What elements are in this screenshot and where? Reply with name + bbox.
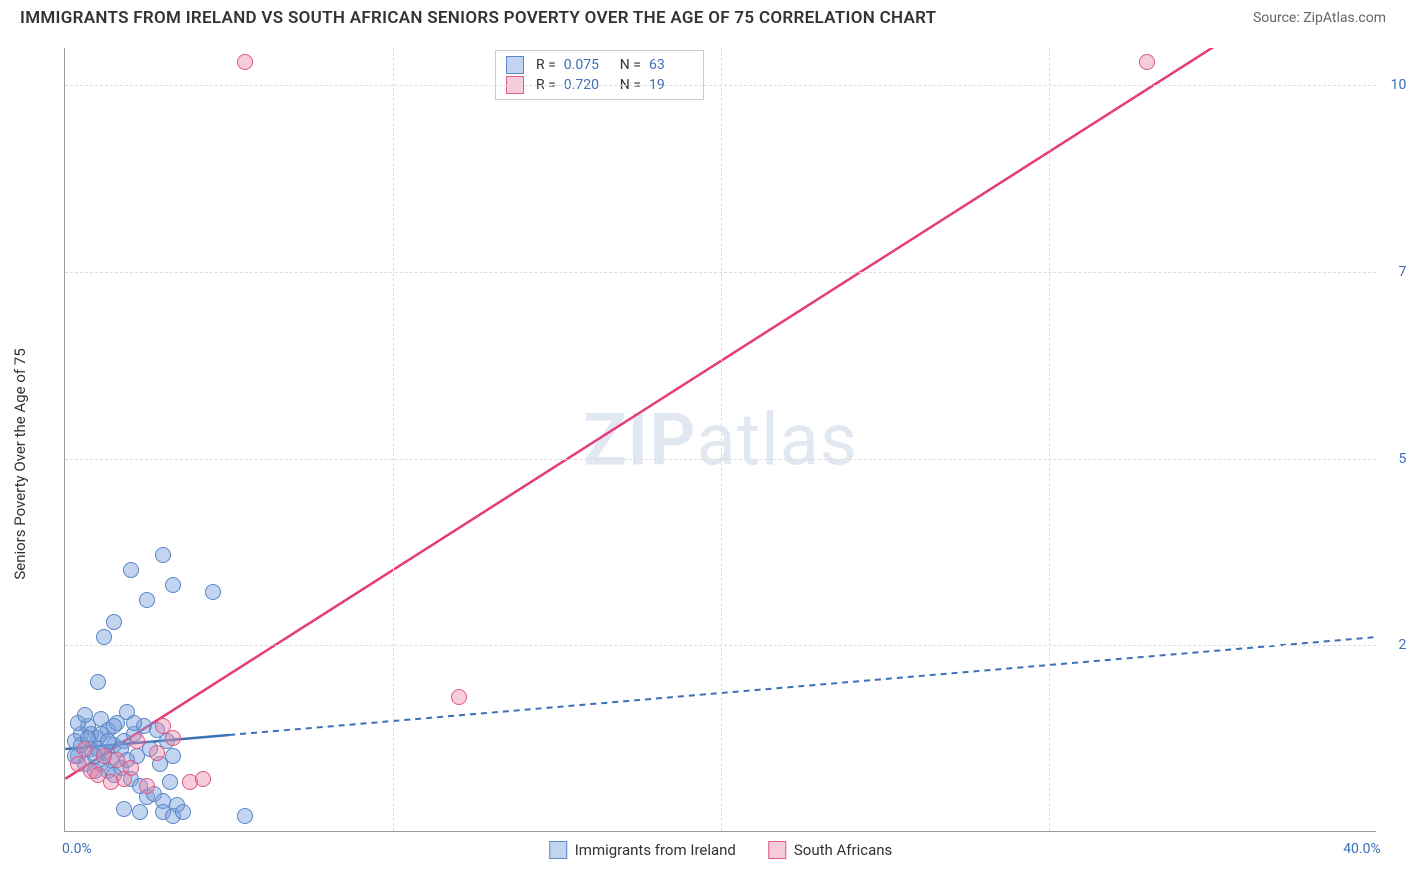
data-point [126, 715, 142, 731]
gridline-v [1049, 48, 1050, 831]
data-point [149, 745, 165, 761]
data-point [96, 629, 112, 645]
data-point [1139, 54, 1155, 70]
chart-title: IMMIGRANTS FROM IRELAND VS SOUTH AFRICAN… [20, 8, 936, 28]
y-tick-label: 75.0% [1380, 264, 1406, 280]
data-point [116, 801, 132, 817]
stats-legend-row: R = 0.075 N = 63 [506, 55, 693, 75]
legend-label: South Africans [794, 841, 892, 859]
legend-swatch [549, 841, 567, 859]
chart-source: Source: ZipAtlas.com [1253, 10, 1386, 26]
data-point [139, 778, 155, 794]
data-point [123, 760, 139, 776]
gridline-v [721, 48, 722, 831]
x-tick-label: 40.0% [1343, 841, 1381, 857]
r-label: R = [532, 57, 556, 73]
chart-container: Seniors Poverty Over the Age of 75 ZIPat… [50, 48, 1386, 862]
data-point [77, 741, 93, 757]
data-point [165, 577, 181, 593]
data-point [106, 718, 122, 734]
r-value: 0.075 [564, 57, 608, 73]
legend-label: Immigrants from Ireland [575, 841, 736, 859]
data-point [195, 771, 211, 787]
data-point [139, 592, 155, 608]
data-point [237, 808, 253, 824]
legend-swatch [768, 841, 786, 859]
series-legend: Immigrants from Ireland South Africans [549, 841, 893, 859]
data-point [165, 730, 181, 746]
data-point [205, 584, 221, 600]
y-tick-label: 25.0% [1380, 637, 1406, 653]
plot-area: ZIPatlas R =0.075N =63R =0.720N =19 Immi… [64, 48, 1376, 832]
data-point [90, 674, 106, 690]
data-point [132, 804, 148, 820]
n-label: N = [616, 57, 641, 73]
legend-item: Immigrants from Ireland [549, 841, 736, 859]
data-point [77, 707, 93, 723]
y-axis-label: Seniors Poverty Over the Age of 75 [11, 348, 29, 579]
data-point [237, 54, 253, 70]
gridline-v [393, 48, 394, 831]
n-value: 63 [649, 57, 693, 73]
data-point [162, 774, 178, 790]
legend-item: South Africans [768, 841, 892, 859]
data-point [165, 748, 181, 764]
legend-swatch [506, 56, 524, 74]
data-point [155, 547, 171, 563]
stats-legend: R =0.075N =63R =0.720N =19 [495, 50, 704, 100]
data-point [129, 733, 145, 749]
x-tick-label: 0.0% [62, 841, 92, 857]
y-tick-label: 50.0% [1380, 451, 1406, 467]
y-tick-label: 100.0% [1380, 77, 1406, 93]
data-point [106, 614, 122, 630]
trend-line-extrapolated [229, 637, 1376, 735]
data-point [123, 562, 139, 578]
data-point [451, 689, 467, 705]
data-point [175, 804, 191, 820]
